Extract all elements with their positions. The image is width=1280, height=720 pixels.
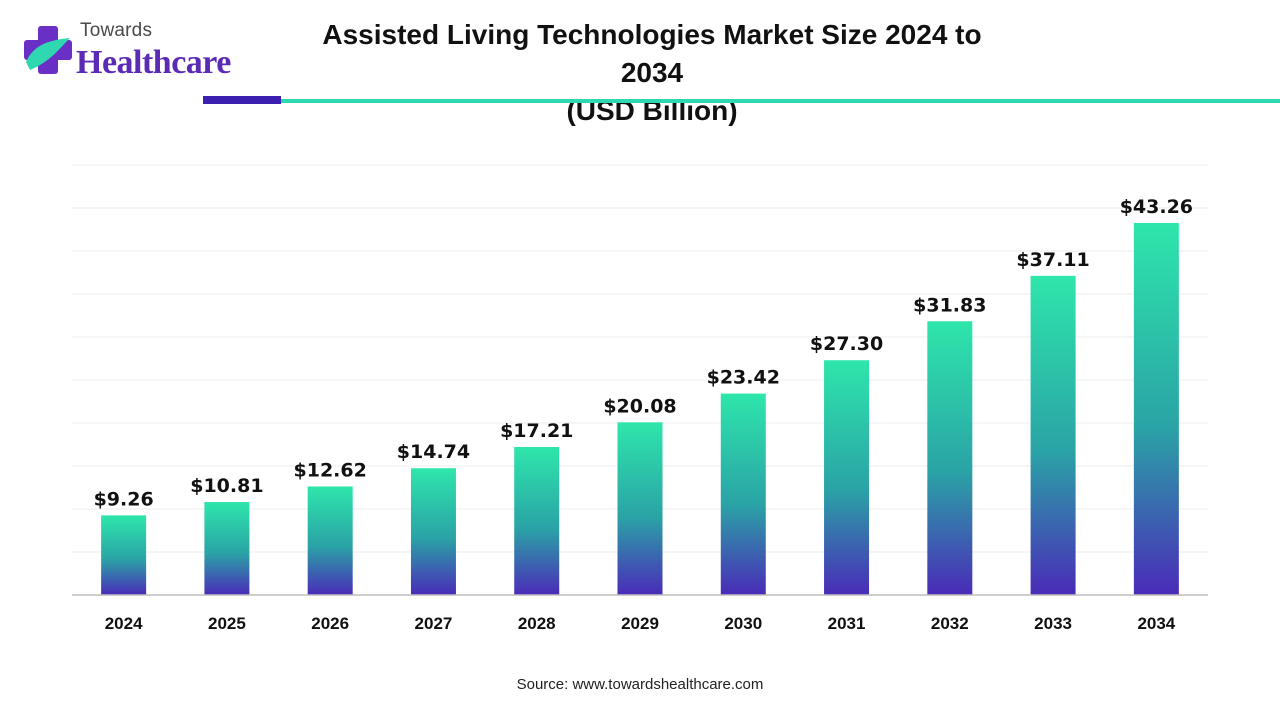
data-label-2034: $43.26 [1120, 196, 1193, 218]
x-tick-2034: 2034 [1137, 614, 1175, 633]
header-rule-accent [203, 96, 281, 104]
x-tick-2024: 2024 [105, 614, 143, 633]
data-label-2029: $20.08 [603, 395, 676, 417]
x-tick-2027: 2027 [415, 614, 453, 633]
data-label-2028: $17.21 [500, 420, 573, 442]
bar-2032 [927, 321, 973, 595]
bar-2034 [1133, 222, 1179, 596]
x-tick-2033: 2033 [1034, 614, 1072, 633]
x-tick-2032: 2032 [931, 614, 969, 633]
bar-2029 [617, 422, 663, 595]
x-axis-ticks: 2024 2025 2026 2027 2028 2029 2030 2031 2032 2033… [105, 614, 1176, 633]
healthcare-cross-icon [24, 26, 72, 74]
data-label-2027: $14.74 [397, 441, 470, 463]
data-label-2031: $27.30 [810, 333, 883, 355]
data-label-2033: $37.11 [1016, 249, 1089, 271]
brand-name-bottom: Healthcare [76, 44, 231, 81]
data-label-2030: $23.42 [707, 367, 780, 389]
x-tick-2030: 2030 [724, 614, 762, 633]
data-label-2025: $10.81 [190, 475, 263, 497]
bar-2026 [307, 486, 353, 595]
bar-2024 [101, 515, 147, 595]
x-tick-2026: 2026 [311, 614, 349, 633]
data-labels: $9.26 $10.81 $12.62 $14.74 $17.21 $20.08 $23.4… [94, 196, 1193, 510]
chart-title-line1: Assisted Living Technologies Market Size… [322, 19, 982, 88]
x-tick-2029: 2029 [621, 614, 659, 633]
x-tick-2025: 2025 [208, 614, 246, 633]
bar-2031 [824, 360, 870, 595]
bars [101, 222, 1179, 596]
data-label-2026: $12.62 [294, 459, 367, 481]
bar-2028 [514, 446, 560, 595]
x-tick-2028: 2028 [518, 614, 556, 633]
brand-logo: Towards Healthcare [20, 18, 260, 88]
header-rule [281, 99, 1280, 103]
chart-title: Assisted Living Technologies Market Size… [300, 16, 1004, 130]
bar-2025 [204, 502, 250, 595]
x-tick-2031: 2031 [828, 614, 866, 633]
source-note: Source: www.towardshealthcare.com [516, 676, 764, 693]
data-label-2032: $31.83 [913, 294, 986, 316]
bar-2027 [410, 468, 456, 595]
brand-name-top: Towards [80, 20, 153, 41]
bar-2030 [720, 393, 766, 595]
data-label-2024: $9.26 [94, 488, 154, 510]
bar-2033 [1030, 275, 1076, 595]
